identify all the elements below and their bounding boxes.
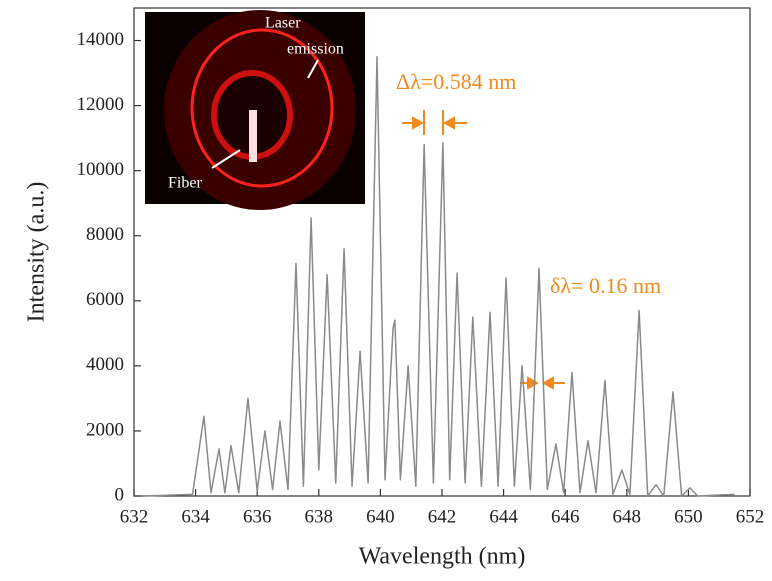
x-tick-label: 648 bbox=[613, 506, 642, 527]
inset-fiber bbox=[249, 110, 257, 162]
inset-label: Laser bbox=[265, 15, 301, 32]
x-axis-title: Wavelength (nm) bbox=[359, 544, 526, 570]
y-tick-label: 6000 bbox=[86, 289, 124, 310]
inset-arrow bbox=[211, 149, 241, 169]
x-tick-label: 638 bbox=[305, 506, 334, 527]
x-tick-label: 642 bbox=[428, 506, 457, 527]
x-tick-label: 652 bbox=[736, 506, 765, 527]
x-tick-label: 636 bbox=[243, 506, 272, 527]
annotation: Δλ=0.584 nm bbox=[396, 69, 516, 94]
y-tick-label: 12000 bbox=[77, 94, 125, 115]
inset-arrow bbox=[307, 59, 319, 79]
annotation-arrows bbox=[402, 110, 565, 390]
y-tick-label: 0 bbox=[115, 484, 125, 505]
y-tick-label: 8000 bbox=[86, 224, 124, 245]
x-tick-label: 632 bbox=[120, 506, 149, 527]
x-tick-label: 634 bbox=[181, 506, 210, 527]
y-tick-label: 2000 bbox=[86, 419, 124, 440]
y-tick-label: 14000 bbox=[77, 29, 125, 50]
annotation: δλ= 0.16 nm bbox=[550, 273, 661, 298]
inset-ring bbox=[190, 28, 334, 188]
y-tick-label: 4000 bbox=[86, 354, 124, 375]
spectrum-line bbox=[143, 56, 735, 497]
arrow-head bbox=[412, 116, 425, 130]
y-tick-label: 10000 bbox=[77, 159, 125, 180]
inset-label: Fiber bbox=[168, 175, 202, 192]
arrow-head bbox=[442, 116, 455, 130]
x-tick-label: 644 bbox=[489, 506, 518, 527]
x-tick-label: 640 bbox=[366, 506, 395, 527]
arrow-head bbox=[527, 376, 540, 390]
x-tick-label: 646 bbox=[551, 506, 580, 527]
y-axis-title: Intensity (a.u.) bbox=[24, 182, 50, 323]
arrow-head bbox=[541, 376, 554, 390]
inset-label: emission bbox=[287, 41, 344, 58]
inset-photo: Laser emission Fiber bbox=[145, 10, 365, 210]
x-tick-label: 650 bbox=[674, 506, 703, 527]
